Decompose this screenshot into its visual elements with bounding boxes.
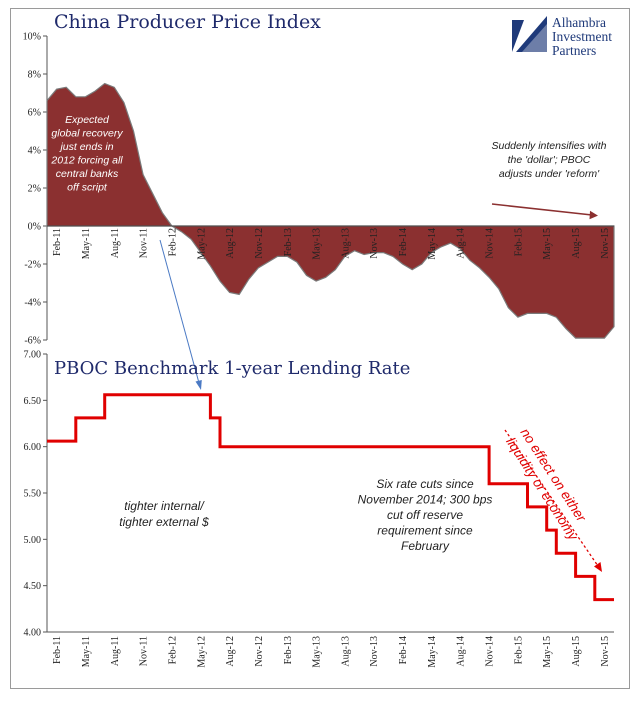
ppi-x-tick-label: Nov-13 [369, 228, 380, 259]
rate-x-tick-label: May-12 [196, 636, 207, 668]
ppi-x-tick-label: Aug-11 [110, 228, 121, 258]
ppi-x-tick-label: Nov-15 [600, 228, 611, 259]
rate-x-tick-label: Nov-14 [485, 636, 496, 667]
ppi-x-tick-label: May-13 [312, 228, 323, 260]
rate-step-line [47, 393, 614, 602]
ppi-x-tick-label: Feb-11 [52, 228, 63, 256]
ppi-chart-title: China Producer Price Index [54, 11, 321, 33]
rate-x-tick-label: Aug-12 [225, 636, 236, 667]
rate-y-tick-label: 7.00 [24, 350, 42, 361]
rate-y-tick-label: 4.50 [24, 581, 42, 592]
ppi-x-tick-label: May-11 [81, 228, 92, 259]
rate-x-tick-label: Nov-13 [369, 636, 380, 667]
rate-x-tick-label: Feb-11 [52, 636, 63, 664]
ppi-y-tick-label: 4% [28, 146, 41, 157]
rate-x-tick-label: Aug-15 [571, 636, 582, 667]
ppi-x-tick-label: Aug-13 [340, 228, 351, 259]
rate-x-tick-label: Nov-11 [139, 636, 150, 666]
ppi-x-tick-label: Nov-14 [485, 228, 496, 259]
rate-x-tick-label: Nov-12 [254, 636, 265, 667]
ppi-x-tick-label: Aug-15 [571, 228, 582, 259]
rate-x-tick-label: May-11 [81, 636, 92, 667]
rate-x-tick-label: May-15 [542, 636, 553, 668]
ppi-x-tick-label: Feb-14 [398, 228, 409, 256]
ppi-y-tick-label: 8% [28, 70, 41, 81]
logo-line-3: Partners [552, 43, 596, 58]
annotation-connector-arrow [159, 239, 202, 390]
logo-line-1: Alhambra [552, 15, 606, 30]
rate-y-tick-label: 4.00 [24, 628, 42, 639]
rate-y-tick-label: 6.00 [24, 442, 42, 453]
ppi-y-tick-label: -2% [24, 260, 41, 271]
rate-decline-arrow [504, 429, 602, 572]
ppi-x-tick-label: Feb-12 [167, 228, 178, 256]
rate-x-tick-label: Aug-14 [456, 636, 467, 667]
ppi-dollar-arrow [491, 203, 598, 220]
ppi-x-tick-label: Aug-12 [225, 228, 236, 259]
logo-mark-icon [512, 16, 547, 52]
ppi-x-tick-label: May-14 [427, 228, 438, 260]
ppi-annotation-recovery: Expected global recovery just ends in 2012 … [50, 114, 123, 194]
rate-x-tick-label: Feb-12 [167, 636, 178, 664]
ppi-y-tick-label: 2% [28, 184, 41, 195]
ppi-x-tick-label: Nov-12 [254, 228, 265, 259]
rate-x-tick-labels: Feb-11 May-11 Aug-11 Nov-11 Feb-12 May-12 Aug-… [52, 636, 611, 668]
ppi-y-tick-label: 10% [23, 32, 41, 43]
rate-y-tick-label: 6.50 [24, 396, 42, 407]
rate-x-tick-label: Aug-11 [110, 636, 121, 666]
rate-x-tick-label: Nov-15 [600, 636, 611, 667]
ppi-x-tick-label: Aug-14 [456, 228, 467, 259]
rate-y-tick-label: 5.50 [24, 489, 42, 500]
rate-y-ticks: 7.00 6.50 6.00 5.50 5.00 4.50 4.00 [24, 350, 47, 639]
ppi-x-tick-labels: Feb-11 May-11 Aug-11 Nov-11 Feb-12 May-12 Aug-… [52, 228, 611, 260]
rate-chart-title: PBOC Benchmark 1-year Lending Rate [54, 358, 410, 379]
ppi-y-tick-label: 0% [28, 222, 41, 233]
rate-x-tick-label: Aug-13 [340, 636, 351, 667]
logo-line-2: Investment [552, 29, 612, 44]
rate-x-tick-label: Feb-15 [513, 636, 524, 664]
rate-x-tick-label: Feb-14 [398, 636, 409, 664]
rate-x-tick-label: Feb-13 [283, 636, 294, 664]
ppi-x-tick-label: Feb-15 [513, 228, 524, 256]
ppi-y-tick-label: 6% [28, 108, 41, 119]
ppi-annotation-dollar: Suddenly intensifies with the 'dollar'; P… [492, 140, 607, 180]
alhambra-logo: Alhambra Investment Partners [512, 15, 612, 58]
ppi-y-tick-label: -4% [24, 298, 41, 309]
ppi-area-series [46, 82, 615, 339]
rate-y-tick-label: 5.00 [24, 535, 42, 546]
rate-annotation-cuts: Six rate cuts since November 2014; 300 bp… [358, 477, 493, 553]
ppi-x-tick-label: May-12 [196, 228, 207, 260]
ppi-x-tick-label: Feb-13 [283, 228, 294, 256]
rate-annotation-tighter: tighter internal/tighter external $ [119, 499, 209, 529]
ppi-y-tick-label: -6% [24, 336, 41, 347]
ppi-x-tick-label: May-15 [542, 228, 553, 260]
rate-x-tick-label: May-13 [312, 636, 323, 668]
ppi-y-ticks: 10% 8% 6% 4% 2% 0% -2% -4% -6% [23, 32, 48, 347]
ppi-x-tick-label: Nov-11 [139, 228, 150, 258]
rate-x-tick-label: May-14 [427, 636, 438, 668]
